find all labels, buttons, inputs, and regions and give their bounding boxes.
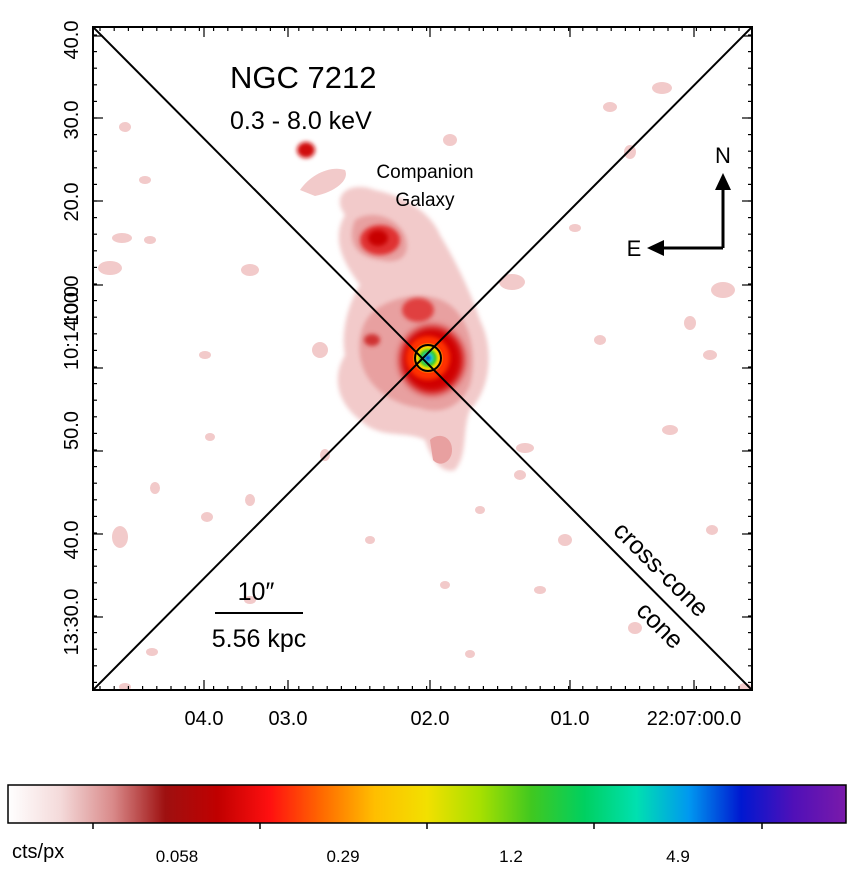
companion-label-galaxy: Galaxy xyxy=(395,190,455,211)
axis-ticks xyxy=(93,27,752,690)
background-noise-blobs xyxy=(98,82,751,690)
east-label: E xyxy=(627,236,642,261)
y-tick-label: 10:14:00.0 xyxy=(61,275,83,370)
northern-point-source xyxy=(297,142,315,158)
companion-label: Companion xyxy=(376,162,473,183)
y-tick-label: 30.0 xyxy=(61,101,83,140)
scale-bar-physical: 5.56 kpc xyxy=(212,625,307,653)
colorbar-tick-label: 1.2 xyxy=(499,847,523,866)
y-tick-label: 10.0 xyxy=(61,286,83,325)
scale-bar-angular: 10″ xyxy=(238,578,275,606)
x-tick-label: 22:07:00.0 xyxy=(647,708,742,730)
x-tick-label: 03.0 xyxy=(269,708,308,730)
x-tick-label: 04.0 xyxy=(185,708,224,730)
colorbar-tick-label: 0.29 xyxy=(326,847,359,866)
y-tick-label: 13:30.0 xyxy=(61,589,83,656)
image-frame xyxy=(92,26,753,691)
colorbar-tick-label: 4.9 xyxy=(666,847,690,866)
compass: N E xyxy=(627,143,731,261)
colorbar-unit: cts/px xyxy=(12,841,64,863)
north-arrowhead xyxy=(715,173,731,190)
figure-title: NGC 7212 xyxy=(230,60,376,95)
x-axis-labels: 04.0 03.0 02.0 01.0 22:07:00.0 xyxy=(185,708,742,730)
y-tick-label: 50.0 xyxy=(61,411,83,450)
x-tick-label: 02.0 xyxy=(411,708,450,730)
y-tick-label: 40.0 xyxy=(61,21,83,60)
y-axis-labels: 40.0 30.0 20.0 10.0 10:14:00.0 50.0 40.0… xyxy=(61,21,83,656)
colorbar-ramp xyxy=(7,784,847,824)
nucleus-marker-circle xyxy=(414,344,442,372)
energy-band-label: 0.3 - 8.0 keV xyxy=(230,107,372,135)
image-panel xyxy=(93,27,752,690)
scale-bar: 10″ 5.56 kpc xyxy=(212,578,307,653)
cross-cone-boundary-line xyxy=(93,27,752,690)
y-tick-label: 20.0 xyxy=(61,183,83,222)
y-tick-label: 40.0 xyxy=(61,521,83,560)
nucleus xyxy=(406,336,450,380)
north-label: N xyxy=(715,143,731,168)
x-tick-label: 01.0 xyxy=(551,708,590,730)
colorbar: cts/px 0.058 0.29 1.2 4.9 xyxy=(7,784,847,866)
east-arrowhead xyxy=(647,240,664,256)
colorbar-ticks xyxy=(92,823,763,829)
colorbar-tick-label: 0.058 xyxy=(156,847,199,866)
